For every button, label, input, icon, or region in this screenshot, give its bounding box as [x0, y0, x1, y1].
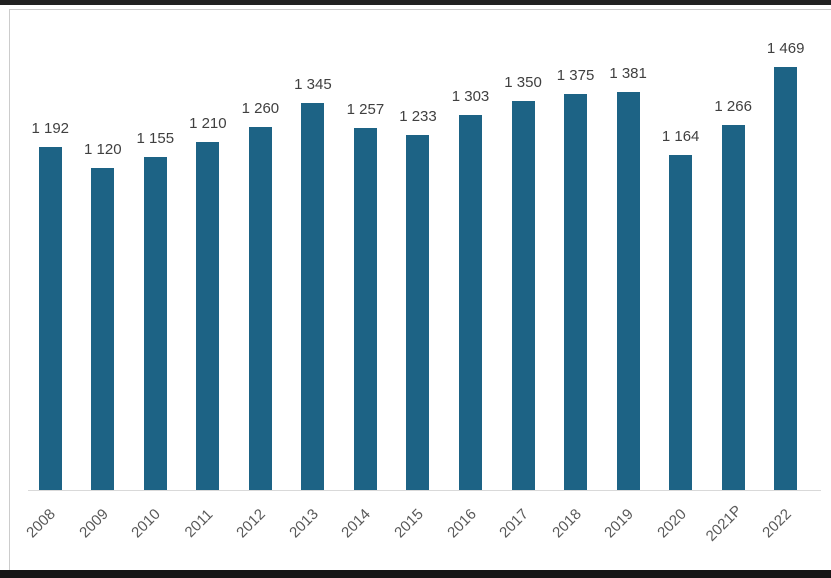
- bar: [564, 94, 588, 490]
- x-axis-tick-cell: 2015: [391, 491, 445, 549]
- x-axis-label: 2019: [601, 505, 637, 542]
- x-axis-label: 2011: [181, 506, 217, 541]
- bar-group: 1 469: [759, 10, 812, 490]
- x-axis-label: 2015: [391, 505, 427, 542]
- value-label: 1 164: [661, 128, 700, 145]
- x-axis-tick-cell: 2019: [601, 491, 655, 549]
- x-axis-label: 2009: [75, 505, 112, 542]
- bar-group: 1 303: [444, 10, 497, 490]
- bar-group: 1 375: [549, 10, 602, 490]
- x-axis-tick-cell: 2009: [75, 491, 130, 549]
- x-axis-tick-cell: 2016: [444, 491, 497, 549]
- x-axis-tick-cell: 2014: [339, 491, 392, 549]
- bar: [353, 128, 377, 490]
- bar-group: 1 210: [182, 10, 235, 490]
- x-axis-tick-cell: 2010: [129, 491, 182, 549]
- x-axis-label: 2014: [338, 505, 375, 542]
- x-axis-labels-row: 2008 2009 2010 2011 2012 2013 2014 2015 2016 2017…: [23, 491, 812, 549]
- bar: [143, 157, 167, 490]
- value-label: 1 120: [84, 141, 122, 158]
- bar: [459, 115, 483, 490]
- x-axis-tick-cell: 2018: [549, 491, 602, 549]
- x-axis-tick-cell: 2021P: [703, 491, 760, 549]
- bar-group: 1 233: [392, 10, 445, 490]
- x-axis-label: 2008: [23, 505, 60, 542]
- x-axis-line: [28, 490, 821, 491]
- value-label: 1 303: [451, 88, 490, 105]
- x-axis-tick-cell: 2013: [286, 491, 340, 549]
- bar-group: 1 155: [129, 10, 182, 490]
- bar-group: 1 260: [234, 10, 287, 490]
- x-axis-tick-cell: 2022: [759, 491, 812, 549]
- bar-group: 1 120: [77, 10, 130, 490]
- x-axis-tick-cell: 2020: [654, 491, 707, 549]
- bar: [248, 127, 272, 490]
- x-axis-tick-cell: 2008: [23, 491, 77, 549]
- bar-group: 1 345: [287, 10, 340, 490]
- x-axis-label: 2020: [653, 505, 690, 542]
- value-label: 1 375: [556, 67, 595, 84]
- bar: [196, 142, 220, 490]
- x-axis-label: 2013: [286, 505, 322, 542]
- x-axis-tick-cell: 2017: [496, 491, 550, 549]
- value-label: 1 155: [136, 130, 175, 147]
- bar: [616, 92, 640, 490]
- bar-group: 1 266: [707, 10, 760, 490]
- x-axis-label: 2017: [496, 505, 532, 542]
- value-label: 1 260: [241, 100, 280, 117]
- bar: [38, 147, 62, 490]
- x-axis-label: 2021P: [702, 502, 746, 545]
- x-axis-label: 2010: [128, 505, 165, 542]
- bar: [669, 155, 693, 490]
- bars-row: 1 192 1 120 1 155 1 210 1 260 1 345 1 257 1 233…: [24, 10, 812, 490]
- bar: [406, 135, 430, 490]
- bottom-border-strip: [0, 570, 831, 578]
- value-label: 1 266: [714, 98, 752, 115]
- value-label: 1 210: [189, 115, 227, 132]
- bar-group: 1 257: [339, 10, 392, 490]
- value-label: 1 192: [31, 120, 70, 137]
- value-label: 1 469: [766, 40, 805, 57]
- bar: [511, 101, 535, 490]
- x-axis-label: 2016: [443, 505, 480, 542]
- x-axis-label: 2022: [758, 505, 795, 542]
- bar-group: 1 381: [602, 10, 655, 490]
- bar-group: 1 192: [24, 10, 77, 490]
- bar: [721, 125, 745, 490]
- value-label: 1 345: [294, 76, 332, 93]
- value-label: 1 350: [504, 74, 542, 91]
- x-axis-tick-cell: 2012: [234, 491, 287, 549]
- bar: [774, 67, 798, 490]
- bar-group: 1 164: [654, 10, 707, 490]
- value-label: 1 381: [609, 65, 647, 82]
- x-axis-label: 2018: [548, 505, 585, 542]
- top-border-strip: [0, 0, 831, 5]
- x-axis-label: 2012: [233, 505, 270, 542]
- x-axis-tick-cell: 2011: [181, 491, 235, 549]
- bar: [301, 103, 325, 490]
- bar-group: 1 350: [497, 10, 550, 490]
- bar: [91, 168, 115, 490]
- value-label: 1 233: [399, 108, 437, 125]
- value-label: 1 257: [346, 101, 385, 118]
